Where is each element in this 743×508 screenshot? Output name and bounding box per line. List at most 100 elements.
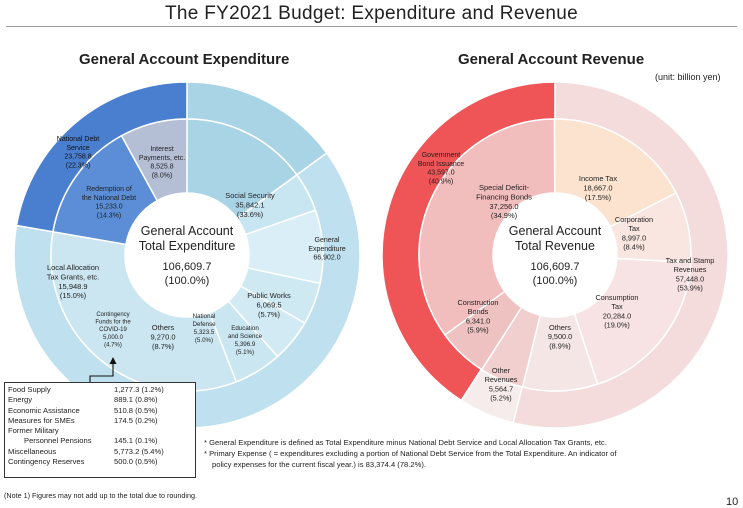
slice-label: General <box>315 237 340 244</box>
slice-label: Income Tax <box>579 174 617 183</box>
breakdown-row: Former Military <box>8 426 192 436</box>
slice-label: Construction <box>458 298 499 307</box>
slice-label: 18,667.0 <box>583 183 612 192</box>
breakdown-value: 174.5 (0.2%) <box>114 415 158 425</box>
breakdown-value: 5,773.2 (5.4%) <box>114 446 164 456</box>
slice-label: (8.7%) <box>152 342 175 351</box>
slice-label: (5.7%) <box>258 310 281 319</box>
breakdown-name: Economic Assistance <box>8 405 80 415</box>
slice-label: Service <box>66 145 89 152</box>
center-label: General Account <box>509 224 602 238</box>
center-value: (100.0%) <box>533 275 578 287</box>
slice-label: 8,997.0 <box>622 233 646 242</box>
slice-label: Tax <box>611 302 623 311</box>
footnote-general-expenditure: * General Expenditure is defined as Tota… <box>204 438 607 447</box>
slice-label: Defense <box>192 321 216 328</box>
center-label: Total Revenue <box>515 239 595 253</box>
slice-label: (33.6%) <box>237 210 264 219</box>
slice-label: (19.0%) <box>604 320 630 329</box>
slice-label: and Science <box>228 333 263 340</box>
slice-label: (4.7%) <box>104 342 122 348</box>
footnote-rounding: (Note 1) Figures may not add up to the t… <box>4 491 197 500</box>
slice-label: 5,000.0 <box>103 335 124 341</box>
slice-label: (8.4%) <box>623 242 645 251</box>
center-value: (100.0%) <box>165 275 210 287</box>
slice-label: Social Security <box>225 191 275 200</box>
slice-label: 66,902.0 <box>313 255 340 262</box>
breakdown-row: Measures for SMEs 174.5 (0.2%) <box>8 416 192 426</box>
slice-label: Interest <box>150 146 173 153</box>
slice-label: Redemption of <box>86 186 132 193</box>
slice-label: (17.5%) <box>585 193 612 202</box>
breakdown-row: Energy 889.1 (0.8%) <box>8 395 192 405</box>
slice-label: Education <box>231 325 259 332</box>
slice-label: 35,842.1 <box>235 200 264 209</box>
breakdown-value: 145.1 (0.1%) <box>114 436 158 446</box>
slice-label: Others <box>549 323 571 332</box>
breakdown-name: Former Military <box>8 426 59 436</box>
slice-label: 57,448.0 <box>676 274 704 283</box>
center-value: 106,609.7 <box>531 261 580 273</box>
breakdown-arrow-head <box>109 357 117 364</box>
breakdown-connector <box>89 362 114 384</box>
slice-label: 23,758.8 <box>64 154 91 161</box>
slice-label: Tax and Stamp <box>666 256 715 265</box>
breakdown-value: 510.8 (0.5%) <box>114 405 158 415</box>
slice-label: Public Works <box>247 291 291 300</box>
slice-label: the National Debt <box>82 195 136 202</box>
center-label: Total Expenditure <box>139 239 236 253</box>
slice-label: (8.9%) <box>549 341 571 350</box>
slice-label: Others <box>152 323 175 332</box>
slice-label: Tax Grants, etc. <box>47 272 100 281</box>
breakdown-name: Energy <box>8 395 33 405</box>
slice-label: 5,323.5 <box>194 329 215 336</box>
breakdown-name: Contingency Reserves <box>8 457 85 467</box>
breakdown-value: 1,277.3 (1.2%) <box>114 385 164 394</box>
slice-label: (5.0%) <box>195 337 213 344</box>
breakdown-name: Miscellaneous <box>8 446 57 456</box>
expenditure-center <box>125 193 249 317</box>
slice-label: 20,284.0 <box>603 311 631 320</box>
slice-label: Tax <box>628 224 640 233</box>
revenue-chart-title: General Account Revenue <box>458 51 645 68</box>
slice-label: 37,256.0 <box>489 202 518 211</box>
slice-label: Corporation <box>615 215 653 224</box>
slice-label: (5.1%) <box>236 349 254 356</box>
breakdown-row: Food Supply 1,277.3 (1.2%) <box>8 385 192 395</box>
center-value: 106,609.7 <box>163 261 212 273</box>
breakdown-value: 500.0 (0.5%) <box>114 457 158 467</box>
slice-label: Other <box>492 366 511 375</box>
expenditure-chart-title: General Account Expenditure <box>79 51 290 68</box>
slice-label: 9,270.0 <box>150 332 175 341</box>
slice-label: Local Allocation <box>47 263 99 272</box>
slice-label: Consumption <box>596 293 639 302</box>
slice-label: (14.3%) <box>97 212 122 219</box>
slice-label: Special Deficit- <box>479 183 530 192</box>
center-label: General Account <box>141 224 234 238</box>
slice-label: (8.0%) <box>152 172 173 179</box>
footnote-primary-expense: * Primary Expense ( = expenditures exclu… <box>204 449 617 458</box>
slice-label: 6,341.0 <box>466 316 490 325</box>
slice-label: 5,396.9 <box>235 341 256 348</box>
breakdown-row: Personnel Pensions 145.1 (0.1%) <box>8 436 192 446</box>
breakdown-row: Contingency Reserves 500.0 (0.5%) <box>8 457 192 467</box>
slice-label: Financing Bonds <box>476 192 532 201</box>
page-title: The FY2021 Budget: Expenditure and Reven… <box>165 3 578 24</box>
breakdown-value: 889.1 (0.8%) <box>114 395 158 405</box>
slice-label: (15.0%) <box>60 291 87 300</box>
slice-label: 5,564.7 <box>489 384 513 393</box>
slice-label: (34.9%) <box>491 211 518 220</box>
revenue-center <box>493 193 617 317</box>
slice-label: Bonds <box>468 307 489 316</box>
title-divider <box>6 26 737 27</box>
slice-label: COVID-19 <box>99 327 127 333</box>
slice-label: Expenditure <box>308 246 345 253</box>
slice-label: 15,948.9 <box>58 282 87 291</box>
slice-label: (22.3%) <box>66 162 91 169</box>
slice-label: 6,069.5 <box>256 300 281 309</box>
slice-label: Bond Issuance <box>418 161 464 168</box>
slice-label: National <box>193 313 216 320</box>
